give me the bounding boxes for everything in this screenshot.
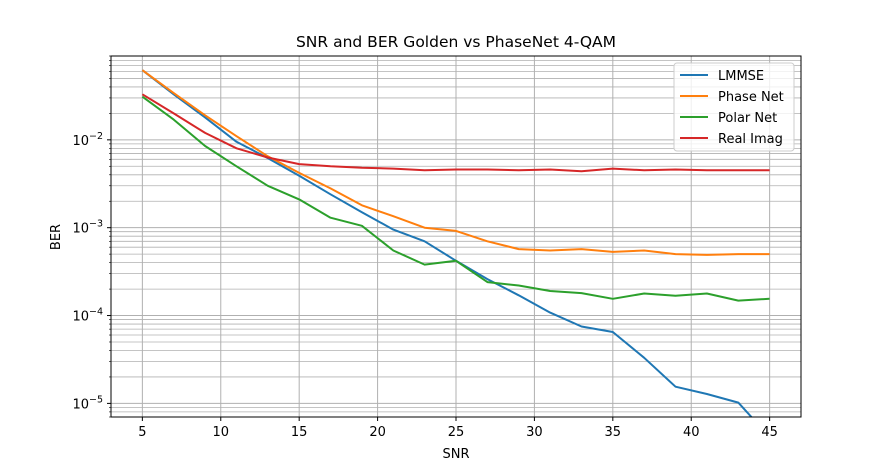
ticks: 5 10 15 20 25 30 35 40 45 10−5 10−4 10−3 10−2 bbox=[72, 55, 778, 440]
x-tick-label: 15 bbox=[291, 425, 308, 440]
x-tick-label: 30 bbox=[526, 425, 543, 440]
x-axis-label: SNR bbox=[442, 447, 469, 462]
x-tick-label: 45 bbox=[761, 425, 778, 440]
legend-label-lmmse: LMMSE bbox=[718, 69, 764, 84]
legend-label-polar-net: Polar Net bbox=[718, 111, 777, 126]
x-tick-label: 20 bbox=[369, 425, 386, 440]
legend-box bbox=[673, 62, 795, 152]
series-line-polar-net bbox=[141, 95, 770, 302]
series-line-real-imag bbox=[141, 93, 770, 173]
series-line-phase-net bbox=[141, 69, 770, 256]
legend: LMMSE Phase Net Polar Net Real Imag bbox=[673, 62, 795, 152]
legend-label-real-imag: Real Imag bbox=[718, 132, 783, 147]
x-tick-label: 25 bbox=[448, 425, 465, 440]
chart-title: SNR and BER Golden vs PhaseNet 4-QAM bbox=[296, 33, 616, 51]
y-tick-label: 10−3 bbox=[72, 219, 103, 237]
y-tick-label: 10−2 bbox=[72, 131, 103, 149]
legend-label-phase-net: Phase Net bbox=[718, 90, 784, 105]
x-tick-label: 10 bbox=[212, 425, 229, 440]
x-tick-label: 35 bbox=[605, 425, 622, 440]
y-tick-label: 10−4 bbox=[72, 307, 103, 325]
series-layer bbox=[141, 69, 770, 417]
y-tick-label: 10−5 bbox=[72, 394, 103, 412]
y-axis-label: BER bbox=[49, 224, 64, 250]
legend-items: LMMSE Phase Net Polar Net Real Imag bbox=[680, 69, 784, 147]
x-tick-label: 5 bbox=[138, 425, 146, 440]
x-tick-label: 40 bbox=[683, 425, 700, 440]
